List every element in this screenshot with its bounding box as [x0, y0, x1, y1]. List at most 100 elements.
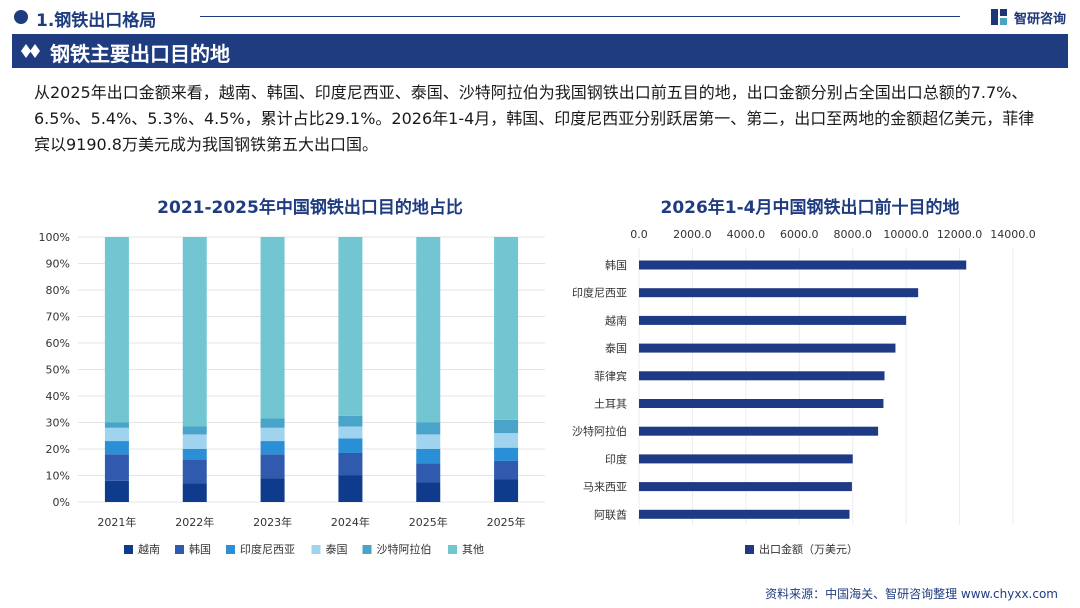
x-tick-label: 2021年 [97, 515, 136, 529]
y-tick-label: 40% [46, 390, 70, 403]
stack-segment-印度尼西亚 [260, 441, 285, 455]
bar-沙特阿拉伯 [639, 426, 879, 436]
stack-segment-印度尼西亚 [182, 449, 207, 460]
legend-swatch [362, 545, 372, 554]
y-tick-label: 越南 [605, 313, 627, 327]
left-chart-title: 2021-2025年中国钢铁出口目的地占比 [157, 198, 463, 218]
stack-segment-印度尼西亚 [104, 441, 129, 455]
stack-segment-越南 [338, 475, 363, 502]
stack-segment-越南 [182, 483, 207, 502]
x-tick-label: 14000.0 [990, 228, 1036, 241]
stack-segment-泰国 [182, 434, 207, 449]
stack-segment-沙特阿拉伯 [494, 419, 519, 434]
y-tick-label: 30% [46, 417, 70, 430]
x-tick-label: 2022年 [175, 515, 214, 529]
y-tick-label: 土耳其 [594, 398, 627, 411]
bar-印度 [639, 454, 853, 464]
stack-segment-沙特阿拉伯 [104, 422, 129, 428]
x-tick-label: 10000.0 [883, 228, 929, 241]
bar-泰国 [639, 343, 896, 353]
stack-segment-印度尼西亚 [416, 449, 441, 464]
x-tick-label: 12000.0 [937, 228, 983, 241]
y-tick-label: 80% [46, 284, 70, 297]
stack-segment-泰国 [260, 427, 285, 442]
brand-name: 智研咨询 [1013, 11, 1066, 27]
bar-马来西亚 [639, 482, 852, 492]
header-bullet [14, 10, 28, 24]
y-tick-label: 0% [53, 496, 70, 509]
y-tick-label: 沙特阿拉伯 [572, 424, 627, 438]
y-tick-label: 韩国 [605, 258, 627, 272]
x-tick-label: 2025年 [487, 515, 526, 529]
summary-paragraph: 从2025年出口金额来看，越南、韩国、印度尼西亚、泰国、沙特阿拉伯为我国钢铁出口… [34, 83, 1035, 154]
x-tick-label: 4000.0 [727, 228, 766, 241]
right-chart-title: 2026年1-4月中国钢铁出口前十目的地 [660, 198, 960, 218]
y-tick-label: 泰国 [605, 341, 627, 355]
legend-label: 印度尼西亚 [240, 542, 295, 556]
y-tick-label: 50% [46, 364, 70, 377]
y-tick-label: 70% [46, 311, 70, 324]
stack-segment-韩国 [416, 463, 441, 483]
bar-土耳其 [639, 399, 884, 408]
bar-印度尼西亚 [639, 288, 919, 298]
header-divider [200, 16, 960, 17]
stack-segment-越南 [104, 480, 129, 502]
x-tick-label: 0.0 [630, 228, 648, 241]
legend-swatch [448, 545, 457, 554]
source-note: 资料来源：中国海关、智研咨询整理 www.chyxx.com [765, 587, 1058, 601]
y-tick-label: 90% [46, 258, 70, 271]
legend-swatch [124, 545, 133, 554]
stack-segment-韩国 [494, 460, 519, 480]
stack-segment-其他 [182, 237, 207, 427]
legend-label: 沙特阿拉伯 [377, 542, 432, 556]
stack-segment-沙特阿拉伯 [182, 426, 207, 435]
x-tick-label: 2025年 [409, 515, 448, 529]
section-title: 1.钢铁出口格局 [36, 11, 157, 31]
bar-越南 [639, 315, 907, 325]
legend-swatch [745, 545, 754, 554]
stack-segment-其他 [260, 237, 285, 419]
stack-segment-印度尼西亚 [338, 438, 363, 453]
bar-阿联酋 [639, 509, 850, 519]
y-tick-label: 阿联酋 [594, 507, 627, 521]
stack-segment-沙特阿拉伯 [260, 418, 285, 428]
stack-segment-沙特阿拉伯 [416, 422, 441, 435]
y-tick-label: 印度尼西亚 [572, 286, 627, 300]
stack-segment-其他 [416, 237, 441, 423]
stack-segment-韩国 [182, 459, 207, 484]
stack-segment-泰国 [416, 434, 441, 449]
x-tick-label: 2023年 [253, 515, 292, 529]
stack-segment-泰国 [494, 433, 519, 448]
y-tick-label: 60% [46, 337, 70, 350]
banner-title: 钢铁主要出口目的地 [50, 42, 230, 66]
brand-logo-icon [990, 9, 1007, 25]
stack-segment-泰国 [104, 427, 129, 442]
legend-swatch [226, 545, 235, 554]
bar-韩国 [639, 260, 967, 270]
diamond-icon [21, 44, 40, 58]
legend-swatch [175, 545, 184, 554]
legend-label: 出口金额（万美元） [759, 542, 858, 556]
stack-segment-沙特阿拉伯 [338, 415, 363, 427]
x-tick-label: 2024年 [331, 515, 370, 529]
y-tick-label: 20% [46, 443, 70, 456]
topic-banner: 钢铁主要出口目的地 [12, 34, 1068, 68]
y-tick-label: 印度 [605, 452, 627, 466]
legend-label: 越南 [138, 542, 160, 556]
x-tick-label: 2000.0 [673, 228, 712, 241]
bar-菲律宾 [639, 371, 885, 381]
brand-logo: 智研咨询 [990, 5, 1066, 29]
stack-segment-韩国 [104, 454, 129, 481]
legend-label: 韩国 [189, 542, 211, 556]
stack-segment-其他 [338, 237, 363, 416]
stack-segment-泰国 [338, 426, 363, 439]
stacked-bar-chart: 0% 10% 20% 30% 40% 50% 60% 70% 80% 90% 100% 2021年 20… [39, 231, 545, 556]
stack-segment-其他 [104, 237, 129, 423]
x-tick-label: 6000.0 [780, 228, 819, 241]
y-tick-label: 10% [46, 470, 70, 483]
stack-segment-韩国 [338, 452, 363, 476]
stack-segment-韩国 [260, 454, 285, 479]
horizontal-bar-chart: 0.0 2000.0 4000.0 6000.0 8000.0 10000.0 12000.… [572, 228, 1036, 556]
stack-segment-越南 [260, 478, 285, 502]
y-tick-label: 100% [39, 231, 70, 244]
